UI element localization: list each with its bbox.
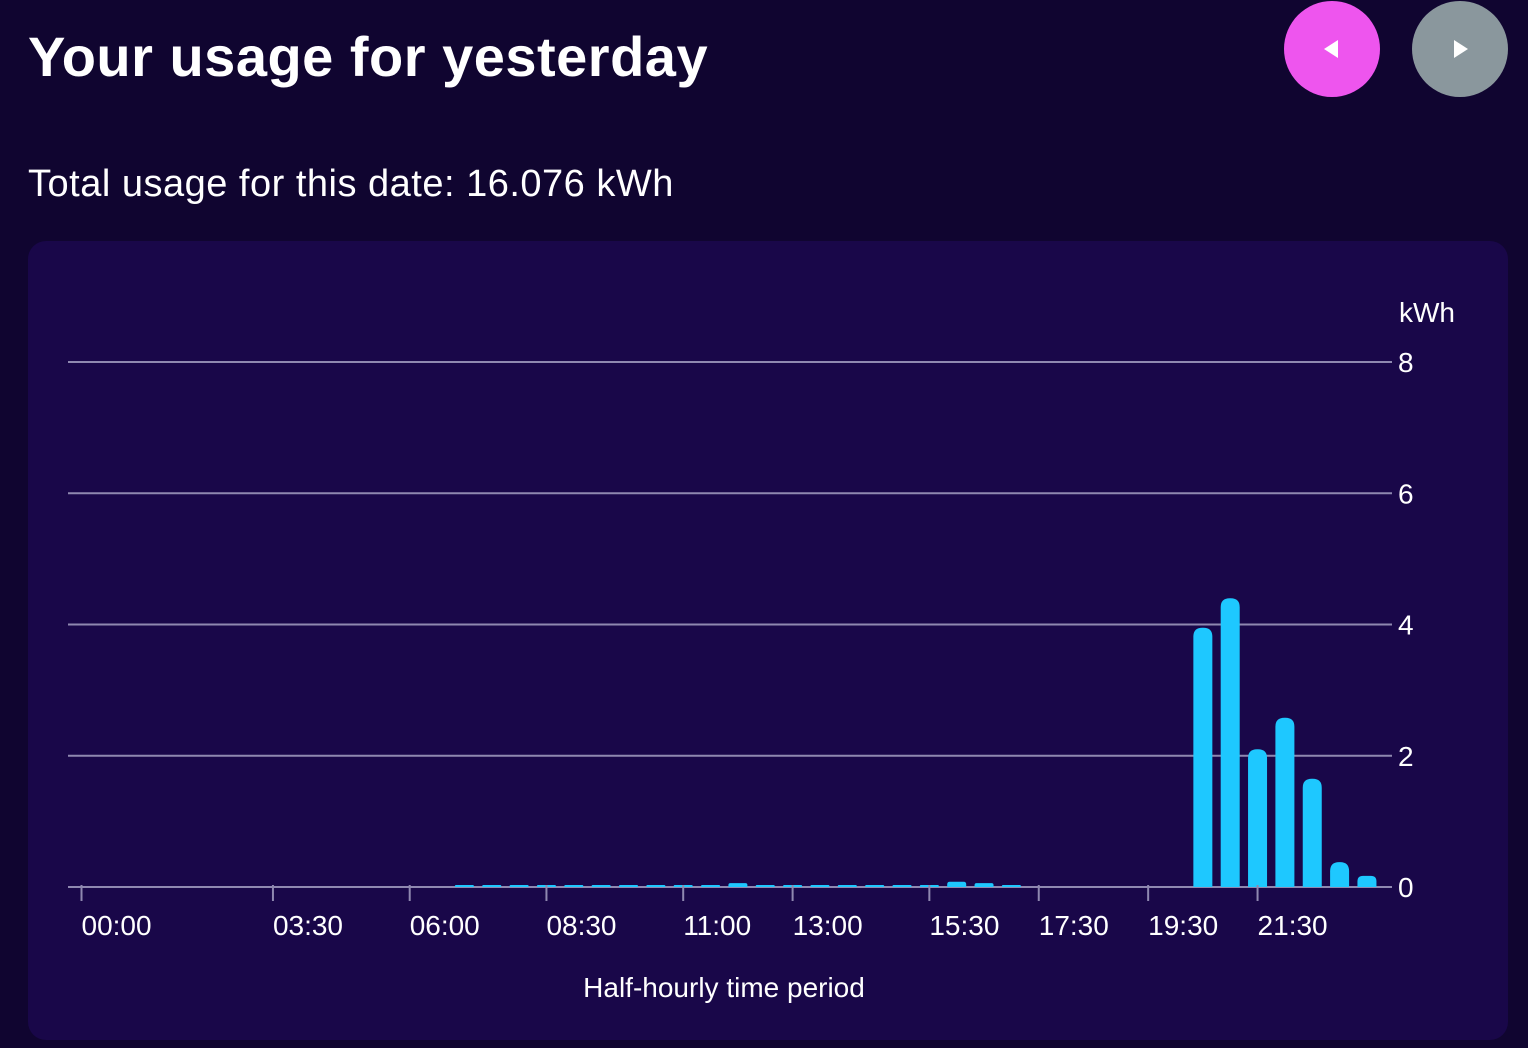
previous-day-button[interactable] [1284,1,1380,97]
x-tick-label: 17:30 [1039,910,1109,941]
bar-17:00[interactable] [1001,885,1021,887]
bar-22:30[interactable] [1302,778,1322,887]
usage-bar-chart: 0 2 4 6 8 kWh 00:00 03:30 06:00 08:30 11:00 13:00 15… [68,297,1456,1003]
triangle-right-icon [1454,40,1468,58]
bar-22:00[interactable] [1275,717,1295,887]
y-axis-label: kWh [1399,297,1455,328]
x-tick-label: 08:30 [546,910,616,941]
bar-23:00[interactable] [1330,862,1350,887]
triangle-left-icon [1324,40,1338,58]
x-tick-label: 13:00 [793,910,863,941]
x-axis-label: Half-hourly time period [583,972,865,1003]
y-tick-label: 4 [1398,610,1414,641]
bar-09:30[interactable] [591,885,611,887]
bar-12:30[interactable] [755,885,775,887]
x-tick-label: 03:30 [273,910,343,941]
next-day-button[interactable] [1412,1,1508,97]
bar-14:00[interactable] [837,885,857,887]
y-tick-label: 8 [1398,347,1414,378]
x-axis [80,885,1259,901]
page-title: Your usage for yesterday [28,25,709,88]
bar-11:30[interactable] [701,885,721,887]
bar-09:00[interactable] [564,885,584,887]
y-tick-label: 0 [1398,872,1414,903]
x-tick-label: 21:30 [1258,910,1328,941]
y-tick-label: 2 [1398,741,1414,772]
y-tick-label: 6 [1398,478,1414,509]
axis-labels: 0 2 4 6 8 kWh 00:00 03:30 06:00 08:30 11:00 13:00 15… [82,297,1456,1003]
bar-14:30[interactable] [865,885,885,887]
bar-12:00[interactable] [728,883,748,887]
bar-20:30[interactable] [1193,627,1213,887]
bar-15:00[interactable] [892,885,912,887]
bar-10:00[interactable] [619,885,638,887]
bar-23:30[interactable] [1357,875,1377,887]
bar-16:30[interactable] [974,883,994,887]
bar-10:30[interactable] [646,885,666,887]
bar-07:00[interactable] [454,885,474,887]
grid-lines [68,361,1392,888]
x-tick-label: 11:00 [683,910,751,941]
x-tick-label: 19:30 [1148,910,1218,941]
bars [454,598,1377,887]
bar-07:30[interactable] [482,885,502,887]
x-tick-label: 00:00 [82,910,152,941]
usage-chart-card: 0 2 4 6 8 kWh 00:00 03:30 06:00 08:30 11:00 13:00 15… [28,241,1508,1040]
bar-08:00[interactable] [509,885,529,887]
x-tick-label: 06:00 [410,910,480,941]
bar-21:00[interactable] [1220,598,1240,887]
total-usage-text: Total usage for this date: 16.076 kWh [28,163,674,205]
bar-21:30[interactable] [1248,749,1268,887]
bar-13:30[interactable] [810,885,830,887]
x-tick-label: 15:30 [929,910,999,941]
bar-16:00[interactable] [947,881,967,887]
